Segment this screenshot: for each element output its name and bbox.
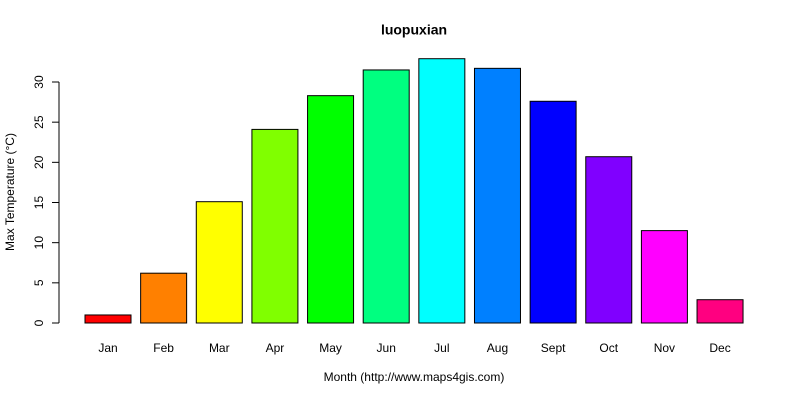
x-axis-label: Month (http://www.maps4gis.com) xyxy=(324,370,505,384)
x-tick-label: Jan xyxy=(98,341,117,355)
y-tick-label: 25 xyxy=(32,115,46,129)
x-tick-label: Dec xyxy=(709,341,730,355)
x-tick-label: May xyxy=(319,341,342,355)
y-tick-label: 0 xyxy=(32,319,46,326)
bar xyxy=(195,201,243,324)
x-tick-label: Aug xyxy=(487,341,508,355)
bar xyxy=(529,100,577,324)
bar xyxy=(251,128,299,324)
bar xyxy=(418,58,466,324)
x-tick-label: Nov xyxy=(654,341,675,355)
bar xyxy=(362,69,410,324)
bar xyxy=(640,230,688,324)
y-tick-label: 30 xyxy=(32,75,46,89)
x-tick-label: Jul xyxy=(434,341,449,355)
bar xyxy=(696,299,744,324)
y-axis-label: Max Temperature (°C) xyxy=(3,133,17,251)
bar xyxy=(473,67,521,324)
y-tick-label: 10 xyxy=(32,236,46,250)
x-tick-label: Feb xyxy=(153,341,174,355)
y-tick-label: 20 xyxy=(32,155,46,169)
bar xyxy=(307,95,355,324)
x-tick-label: Oct xyxy=(599,341,618,355)
y-tick-label: 15 xyxy=(32,196,46,210)
bar xyxy=(140,272,188,324)
x-tick-label: Apr xyxy=(266,341,285,355)
x-tick-label: Sept xyxy=(541,341,566,355)
bar xyxy=(84,314,132,324)
y-tick-label: 5 xyxy=(32,279,46,286)
x-tick-label: Mar xyxy=(209,341,230,355)
bar xyxy=(585,156,633,324)
x-tick-label: Jun xyxy=(377,341,396,355)
chart-title: luopuxian xyxy=(381,22,447,38)
